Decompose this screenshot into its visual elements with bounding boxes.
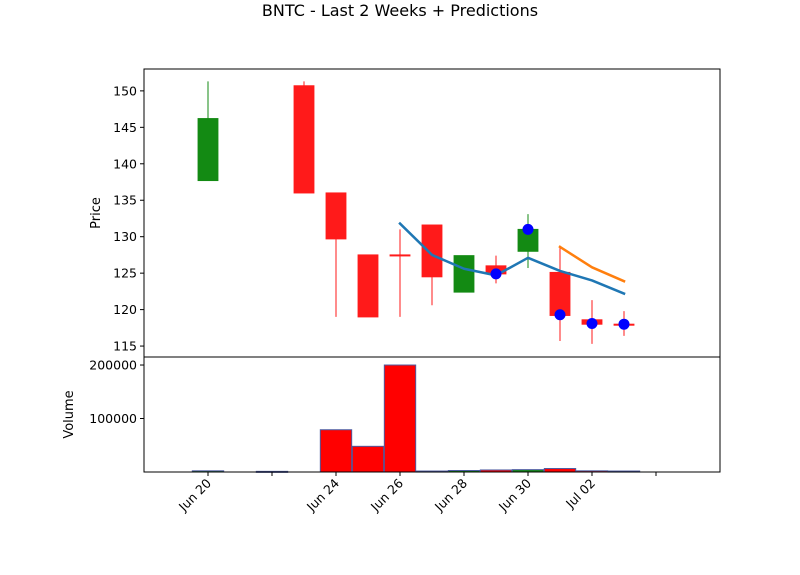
price-y-tick-label: 150 bbox=[113, 83, 137, 98]
price-y-tick-label: 120 bbox=[113, 302, 137, 317]
candle-body bbox=[389, 254, 411, 257]
chart-title: BNTC - Last 2 Weeks + Predictions bbox=[262, 1, 538, 20]
price-marker bbox=[522, 223, 534, 235]
volume-axes-frame bbox=[143, 356, 721, 473]
price-marker bbox=[586, 317, 598, 329]
price-y-tick-label: 140 bbox=[113, 156, 137, 171]
volume-y-ticks: 100000 200000 bbox=[89, 358, 144, 426]
price-y-axis-label: Price bbox=[89, 197, 104, 229]
candle-body bbox=[293, 85, 315, 194]
candle-body bbox=[453, 255, 475, 293]
price-y-tick-label: 145 bbox=[113, 120, 137, 135]
price-panel: 115 120 125 130 135 140 145 150 Price bbox=[89, 68, 721, 358]
price-markers bbox=[490, 223, 630, 330]
price-marker bbox=[490, 268, 502, 280]
price-y-tick-label: 115 bbox=[113, 339, 137, 354]
volume-y-axis-label: Volume bbox=[62, 390, 77, 438]
candle-body bbox=[421, 224, 443, 278]
prediction-line bbox=[398, 221, 626, 296]
price-y-tick-label: 125 bbox=[113, 266, 137, 281]
price-lines bbox=[398, 221, 626, 296]
volume-bar bbox=[543, 468, 577, 473]
candle-body bbox=[357, 254, 379, 318]
volume-bar bbox=[383, 364, 417, 473]
volume-y-tick-label: 100000 bbox=[89, 411, 137, 426]
volume-bar bbox=[351, 445, 385, 473]
price-candles bbox=[197, 81, 635, 344]
volume-bar bbox=[319, 429, 353, 473]
price-marker bbox=[554, 309, 566, 321]
volume-y-tick-label: 200000 bbox=[89, 358, 137, 373]
candle-body bbox=[325, 192, 347, 240]
price-y-tick-label: 135 bbox=[113, 193, 137, 208]
price-y-tick-label: 130 bbox=[113, 229, 137, 244]
candle-body bbox=[197, 118, 219, 182]
price-marker bbox=[618, 318, 630, 330]
price-y-ticks: 115 120 125 130 135 140 145 150 bbox=[113, 83, 144, 354]
candle-body bbox=[549, 271, 571, 316]
prediction-line bbox=[558, 245, 626, 283]
